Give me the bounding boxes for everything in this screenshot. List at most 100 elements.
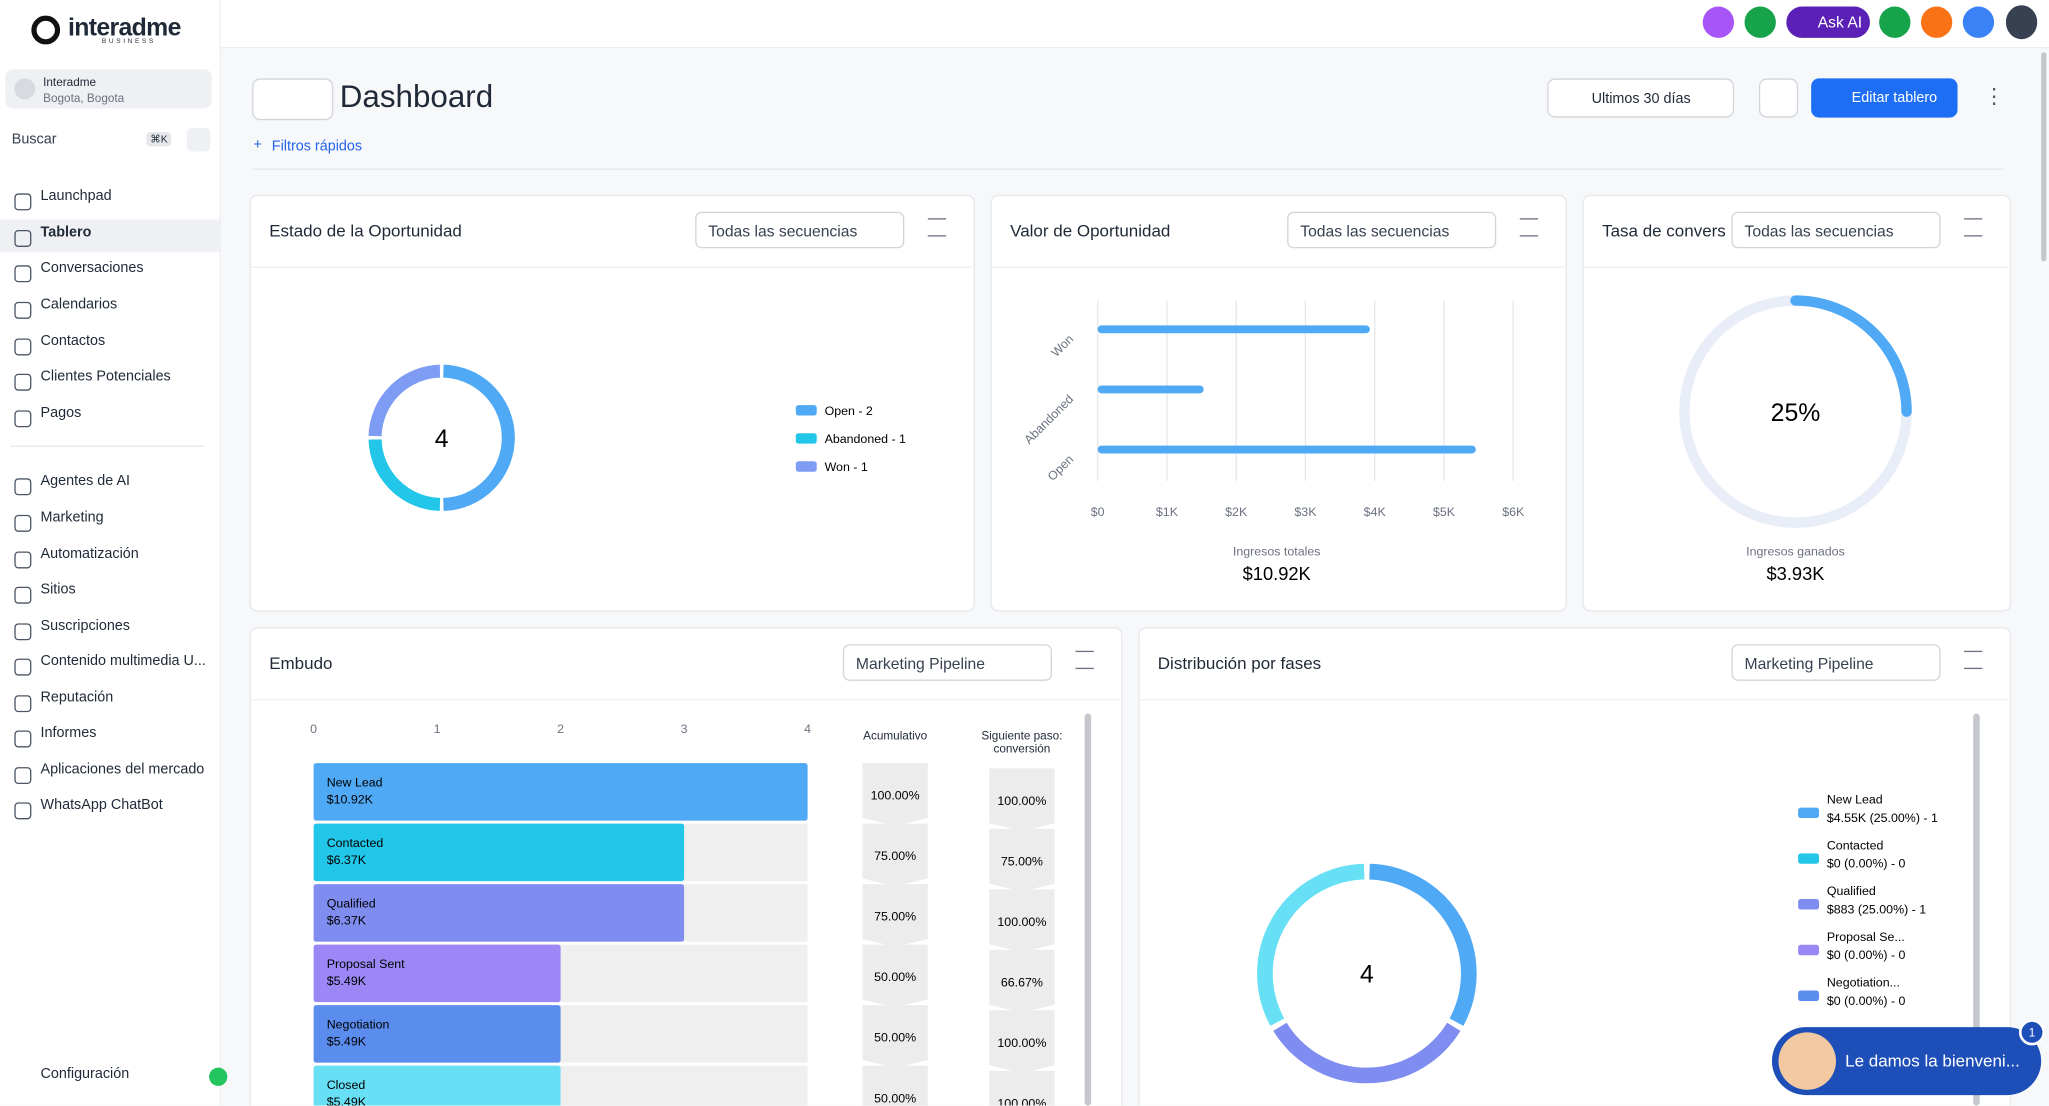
nav-icon [14, 767, 32, 785]
column-value: 66.67% [1001, 975, 1043, 989]
nav-item[interactable]: Clientes Potenciales [40, 368, 171, 385]
legend-value: $0 (0.00%) - 0 [1827, 994, 1906, 1008]
nav-item[interactable]: Contactos [40, 333, 106, 349]
avatar[interactable] [2005, 5, 2038, 40]
column-value: 50.00% [874, 1091, 916, 1105]
column-value: 50.00% [874, 1031, 916, 1045]
filter-select[interactable]: Todas las secuencias [1731, 211, 1941, 249]
stage-name: Proposal Sent [327, 957, 405, 971]
nav-item[interactable]: Sitios [40, 581, 76, 598]
quick-filters-plus[interactable]: + [253, 137, 262, 153]
nav-item[interactable]: Suscripciones [40, 618, 131, 634]
logo-icon [31, 15, 61, 45]
column-value: 75.00% [1001, 854, 1043, 868]
nav-item[interactable]: Agentes de AI [40, 473, 131, 489]
filter-select[interactable]: Marketing Pipeline [1731, 644, 1941, 681]
filter-settings[interactable] [1964, 650, 1983, 670]
nav-icon [14, 229, 32, 247]
nav-item[interactable]: Reputación [40, 689, 114, 706]
filter-select[interactable]: Todas las secuencias [695, 211, 905, 249]
stage-amount: $10.92K [327, 793, 374, 807]
nav-item[interactable]: Pagos [40, 405, 82, 421]
nav-item[interactable]: Launchpad [40, 188, 112, 204]
x-tick-label: 0 [310, 722, 317, 736]
column-cell [862, 763, 928, 826]
divider [252, 168, 2004, 170]
nav-item[interactable]: Automatización [40, 546, 139, 562]
column-value: 75.00% [874, 910, 916, 924]
topbar [220, 0, 2049, 49]
column-header: Acumulativo [863, 729, 928, 743]
gauge-value [1790, 295, 1912, 417]
x-tick-label: 1 [434, 722, 441, 736]
bar [1097, 445, 1476, 454]
date-range[interactable]: Ultimos 30 días [1547, 78, 1735, 118]
nav-item[interactable]: Contenido multimedia U... [40, 653, 206, 670]
legend-label: New Lead [1827, 793, 1883, 807]
donut-segment [368, 439, 441, 511]
search[interactable]: Buscar [11, 131, 57, 148]
bar [1097, 385, 1204, 394]
stage-name: Negotiation [327, 1018, 390, 1032]
funnel-bar [313, 823, 685, 882]
translate-button[interactable] [1702, 6, 1735, 38]
account-switcher[interactable] [5, 69, 212, 109]
legend-value: $0 (0.00%) - 0 [1827, 948, 1906, 962]
brand-tagline: BUSINESS [101, 37, 156, 46]
column-cell [989, 949, 1055, 1013]
filter-select[interactable]: Marketing Pipeline [842, 644, 1052, 681]
nav-item[interactable]: Tablero [40, 224, 92, 241]
nav-icon [14, 730, 32, 748]
column-value: 100.00% [871, 789, 920, 803]
nav-icon [14, 802, 32, 820]
ask-ai-button[interactable]: Ask AI [1786, 6, 1870, 38]
card-title: Estado de la Oportunidad [269, 220, 462, 241]
filter-select[interactable]: Todas las secuencias [1287, 211, 1497, 249]
legend-swatch [1798, 944, 1820, 956]
magic-button[interactable] [1758, 78, 1799, 118]
card-estado [249, 194, 975, 612]
x-tick-label: $3K [1294, 505, 1317, 519]
nav-icon [14, 695, 32, 713]
account-icon [14, 78, 36, 100]
layout-switcher[interactable] [252, 78, 334, 121]
notifications-button[interactable] [1920, 6, 1953, 38]
nav-item[interactable]: Informes [40, 725, 97, 741]
phone-button[interactable] [1744, 6, 1776, 38]
help-button[interactable] [1962, 6, 1995, 38]
edit-button[interactable]: Editar tablero [1811, 78, 1958, 118]
nav-item[interactable]: Calendarios [40, 296, 118, 313]
donut-center: 4 [435, 426, 449, 453]
stage-name: Contacted [327, 836, 384, 850]
announce-button[interactable] [1879, 6, 1911, 38]
nav-item[interactable]: Conversaciones [40, 260, 144, 276]
scrollbar [1973, 713, 1980, 1106]
legend-label: Negotiation... [1827, 976, 1900, 990]
legend-label: Proposal Se... [1827, 930, 1905, 944]
collapse-button[interactable] [209, 1067, 228, 1086]
nav-icon [14, 551, 32, 569]
more-button[interactable]: ⋮ [1983, 86, 2005, 109]
column-cell [989, 1010, 1055, 1074]
card-divider [990, 266, 1565, 268]
y-tick-label: Abandoned [1021, 392, 1076, 447]
legend-label: Open - 2 [825, 404, 873, 418]
filter-settings[interactable] [927, 218, 947, 237]
nav-item[interactable]: Marketing [40, 509, 104, 526]
filter-settings[interactable] [1964, 218, 1983, 237]
quick-filters[interactable]: Filtros rápidos [271, 138, 363, 155]
bolt-button[interactable] [186, 128, 211, 152]
footer-label: Ingresos ganados [1746, 544, 1845, 558]
settings[interactable]: Configuración [40, 1066, 130, 1082]
column-cell [862, 944, 928, 1008]
filter-settings[interactable] [1519, 218, 1539, 237]
filter-settings[interactable] [1075, 650, 1094, 670]
chat-badge: 1 [2018, 1019, 2046, 1046]
legend-value: $0 (0.00%) - 0 [1827, 857, 1906, 871]
legend-swatch [795, 461, 817, 472]
donut-segment [1257, 863, 1365, 1026]
nav-item[interactable]: WhatsApp ChatBot [40, 797, 163, 813]
legend-label: Contacted [1827, 838, 1884, 852]
nav-item[interactable]: Aplicaciones del mercado [40, 761, 205, 778]
stage-amount: $5.49K [327, 1035, 367, 1049]
